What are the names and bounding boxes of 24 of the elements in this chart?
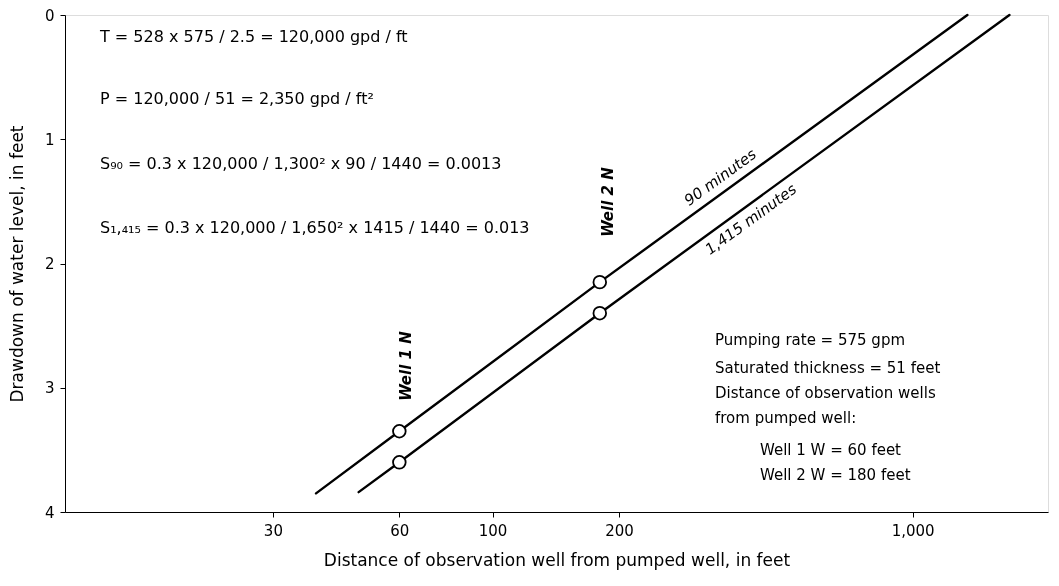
- annotation: Well 2 N: [599, 166, 617, 237]
- x-tick-label: 30: [263, 521, 283, 540]
- x-tick-label: 60: [390, 521, 410, 540]
- y-tick-label: 3: [44, 379, 55, 398]
- annotation: S₁,₄₁₅ = 0.3 x 120,000 / 1,650² x 1415 / 1440 = 0.013: [100, 218, 530, 237]
- annotation: from pumped well:: [715, 409, 857, 427]
- x-tick-label: 100: [478, 521, 508, 540]
- annotation: P = 120,000 / 51 = 2,350 gpd / ft²: [100, 89, 374, 108]
- annotation: S₉₀ = 0.3 x 120,000 / 1,300² x 90 / 1440 = 0.0013: [100, 154, 502, 173]
- annotation: T = 528 x 575 / 2.5 = 120,000 gpd / ft: [99, 27, 408, 46]
- y-tick-label: 1: [44, 130, 55, 149]
- x-axis-title: Distance of observation well from pumped well, in feet: [323, 549, 791, 570]
- annotation: Pumping rate = 575 gpm: [715, 331, 906, 349]
- annotation: Saturated thickness = 51 feet: [715, 359, 941, 377]
- y-axis-title: Drawdown of water level, in feet: [6, 125, 27, 403]
- y-tick-label: 0: [44, 6, 55, 25]
- annotation: Well 1 W = 60 feet: [760, 441, 902, 459]
- x-tick-label: 200: [605, 521, 634, 540]
- x-tick-label: 1,000: [891, 521, 935, 540]
- y-tick-label: 2: [44, 255, 55, 273]
- annotation: Well 1 N: [397, 330, 415, 401]
- y-tick-label: 4: [44, 503, 55, 522]
- annotation: Distance of observation wells: [715, 384, 936, 402]
- annotation: Well 2 W = 180 feet: [760, 466, 911, 484]
